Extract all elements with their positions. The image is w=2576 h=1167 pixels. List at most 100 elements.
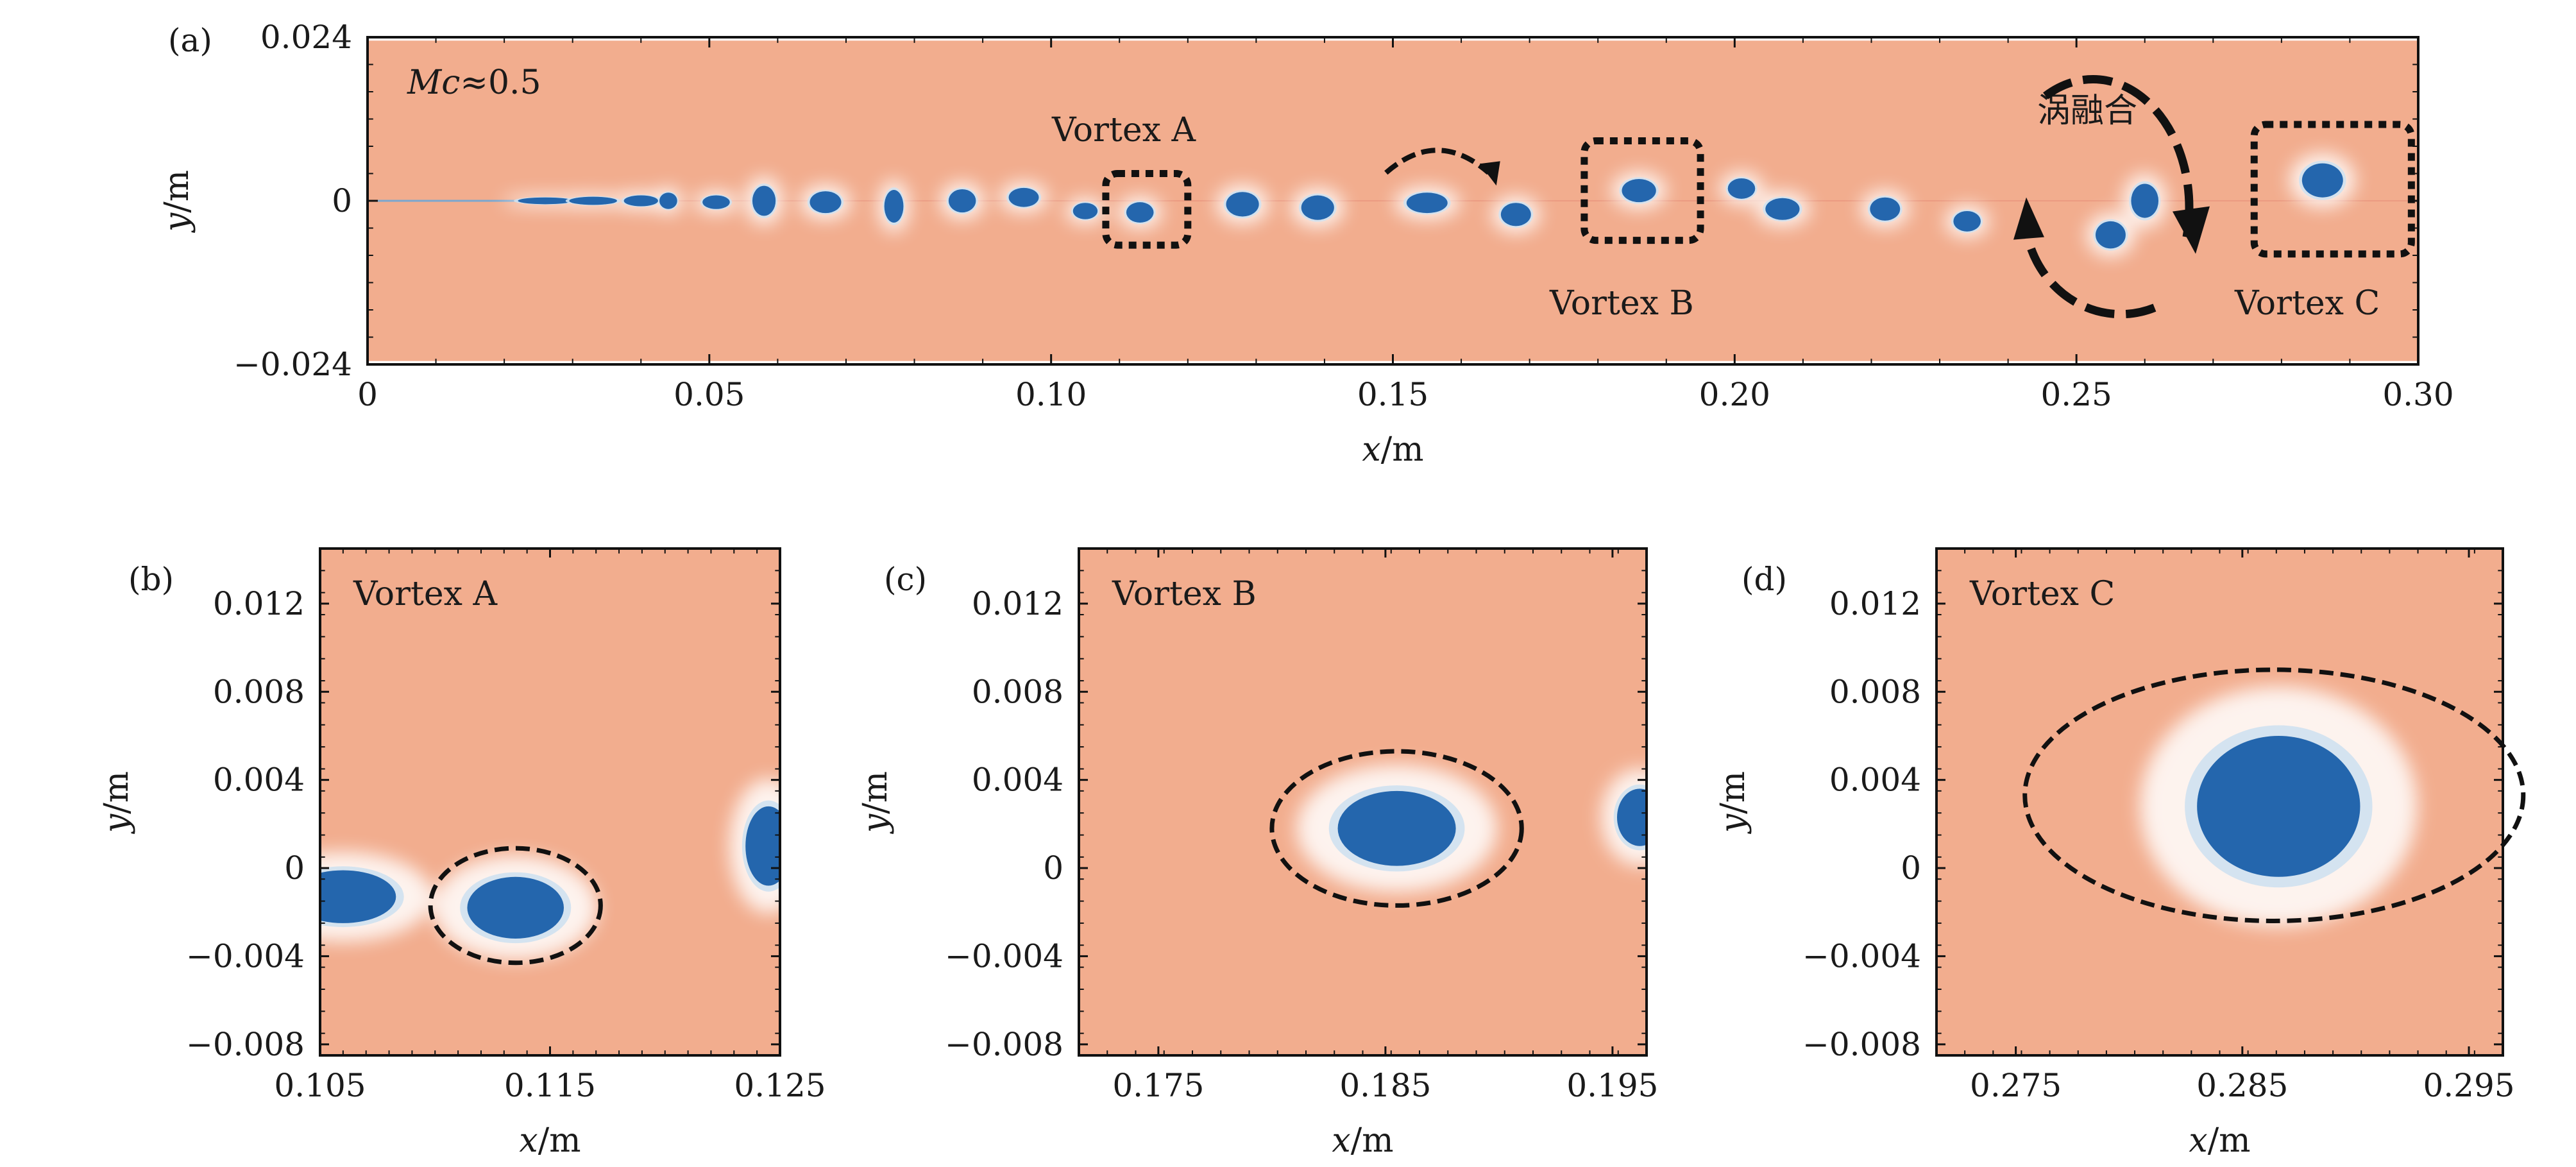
merge-arc-lower	[2022, 230, 2157, 319]
panel-c: Vortex B 0.175 0.185 0.195 −0.008 −0.004 0 0.00…	[856, 547, 1658, 1160]
y-tick-label: 0	[332, 182, 352, 219]
merge-arrowhead-lower	[2013, 197, 2044, 240]
annotation-label: Vortex B	[1549, 284, 1694, 323]
panel-title: Vortex B	[1112, 575, 1257, 613]
vortex-box	[1580, 137, 1704, 244]
vortex-core	[884, 190, 904, 223]
vortex-box	[1102, 170, 1192, 249]
y-tick-label: −0.004	[186, 937, 305, 975]
y-tick-label: 0.012	[1829, 585, 1921, 622]
x-tick-label: 0.275	[1970, 1067, 2062, 1104]
x-axis-var: x	[2189, 1121, 2207, 1160]
vortex-ellipse	[2022, 667, 2526, 923]
vortex-core	[745, 806, 780, 886]
vortex-core	[320, 870, 396, 923]
flow-field	[2140, 686, 2418, 926]
x-tick-label: 0.115	[504, 1067, 596, 1104]
vortex-core	[1126, 202, 1154, 223]
x-tick-label: 0.30	[2382, 376, 2453, 413]
vortex-ellipse	[1269, 749, 1524, 908]
y-axis-label: y/m	[97, 771, 136, 834]
x-axis-unit: /m	[1381, 430, 1424, 469]
vortex-core	[1008, 187, 1039, 207]
vortex-core	[1500, 203, 1531, 226]
y-tick-label: −0.008	[945, 1026, 1063, 1063]
vortex-box	[2250, 121, 2415, 258]
panel-b: Vortex A 0.105 0.115 0.125 −0.008 −0.004 0 0.00…	[97, 547, 826, 1160]
vortex-core	[467, 876, 564, 939]
plot-background	[320, 549, 780, 1055]
y-tick-label: 0.024	[260, 19, 352, 56]
x-tick-label: 0.10	[1015, 376, 1087, 413]
y-axis-unit: /m	[97, 771, 136, 814]
core-layer	[320, 800, 780, 944]
x-axis-label: x/m	[2189, 1121, 2250, 1160]
x-axis-unit: /m	[1351, 1121, 1394, 1160]
vortex-core	[702, 195, 730, 209]
annotation-label: 涡融合	[2037, 92, 2137, 130]
vortex-core	[948, 189, 976, 213]
vortex-ellipse	[428, 846, 603, 966]
y-axis-var: y	[158, 212, 196, 233]
x-tick-label: 0.125	[734, 1067, 826, 1104]
y-axis-var: y	[1714, 813, 1752, 834]
panel-a: Mc≈0.5 Vortex A Vortex B Vortex C 涡融合 0 0.05 0.…	[158, 19, 2454, 469]
y-tick-label: 0.004	[1829, 762, 1921, 799]
vortex-core	[569, 196, 617, 205]
flow-field	[368, 37, 2418, 364]
y-axis-unit: /m	[1714, 771, 1752, 814]
vortex-core	[1616, 788, 1647, 846]
y-tick-label: −0.008	[1802, 1026, 1921, 1063]
y-tick-label: 0.012	[972, 585, 1063, 622]
vortex-core	[1953, 210, 1981, 232]
vortex-core	[2131, 183, 2159, 218]
core-layer	[2185, 725, 2373, 888]
y-axis-label: y/m	[1714, 771, 1752, 834]
y-tick-label: −0.024	[233, 346, 352, 383]
x-tick-label: 0.20	[1699, 376, 1770, 413]
x-axis-unit: /m	[2208, 1121, 2251, 1160]
panel-title: Vortex C	[1969, 575, 2115, 613]
panel-tag: (a)	[168, 22, 212, 59]
panel-tag: (d)	[1741, 561, 1787, 598]
panel-title: Vortex A	[353, 575, 498, 613]
y-axis-label: y/m	[856, 771, 895, 834]
mach-label: Mc≈0.5	[407, 64, 541, 102]
y-tick-label: 0.004	[213, 762, 305, 799]
x-tick-label: 0.15	[1357, 376, 1428, 413]
x-tick-label: 0.105	[274, 1067, 366, 1104]
y-axis-label: y/m	[158, 170, 196, 233]
y-axis-var: y	[97, 813, 136, 834]
y-tick-label: −0.008	[186, 1026, 305, 1063]
core-layer	[1328, 784, 1647, 872]
annotation-label: Vortex C	[2234, 284, 2380, 323]
y-axis-unit: /m	[856, 771, 895, 814]
vortex-core	[1622, 179, 1656, 203]
vortex-core	[809, 191, 842, 214]
y-tick-label: 0.008	[1829, 673, 1921, 710]
x-axis-unit: /m	[538, 1121, 581, 1160]
vortex-core	[1765, 198, 1800, 220]
y-axis-var: y	[856, 813, 895, 834]
x-tick-label: 0.175	[1112, 1067, 1204, 1104]
y-tick-label: 0	[284, 849, 305, 887]
x-tick-label: 0	[357, 376, 378, 413]
vortex-core	[1337, 790, 1456, 866]
vortex-core	[2301, 163, 2343, 198]
vortex-core	[1226, 192, 1259, 217]
vortex-core	[1301, 195, 1334, 220]
mach-value: ≈0.5	[460, 64, 541, 102]
core-layer	[514, 160, 2346, 251]
x-axis-var: x	[1362, 430, 1380, 469]
y-tick-label: 0.008	[213, 673, 305, 710]
x-axis-var: x	[519, 1121, 538, 1160]
x-axis-label: x/m	[519, 1121, 580, 1160]
vortex-core	[1727, 178, 1756, 199]
y-tick-label: −0.004	[1802, 937, 1921, 975]
x-tick-label: 0.05	[674, 376, 745, 413]
vortex-core	[1406, 192, 1448, 214]
panel-tag: (b)	[128, 561, 174, 598]
panel-d: Vortex C 0.275 0.285 0.295 −0.008 −0.004 0 0.00…	[1714, 547, 2526, 1160]
vortex-core	[1870, 197, 1901, 221]
